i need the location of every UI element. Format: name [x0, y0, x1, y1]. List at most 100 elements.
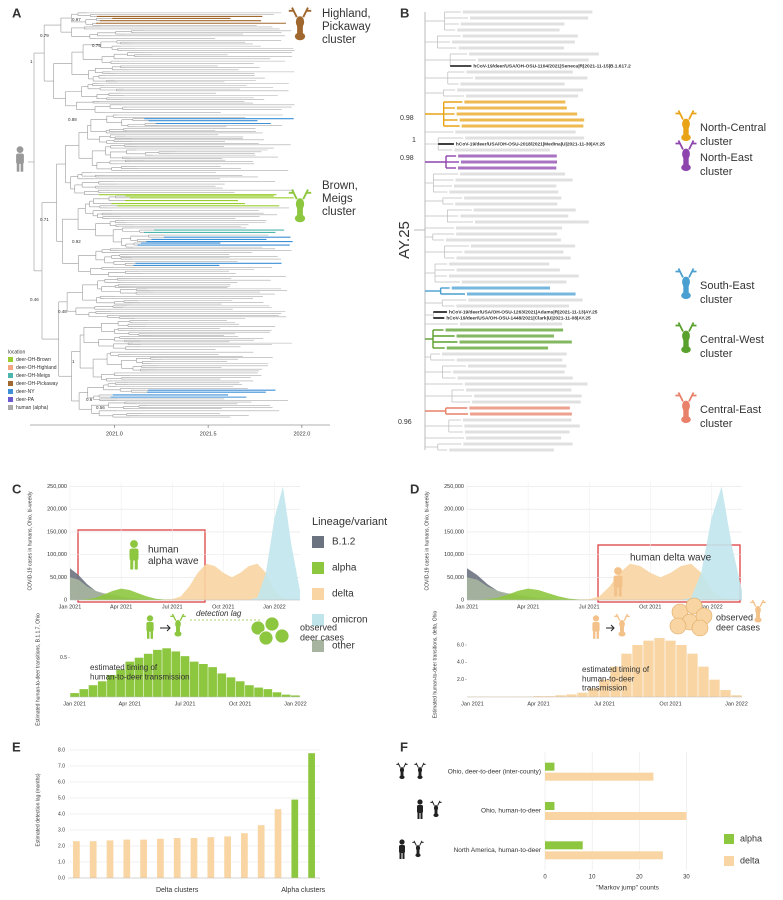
icon-head — [619, 620, 625, 628]
x-tick-label: Jan 2021 — [59, 604, 82, 610]
bar — [291, 695, 300, 697]
tip-label-faded — [456, 112, 578, 116]
bar — [207, 837, 215, 878]
y-tick-label: 50,000 — [447, 575, 464, 581]
icon-body — [146, 622, 154, 632]
highlight-box — [597, 544, 741, 603]
y-axis-label: Estimated detection lag (months) — [35, 773, 41, 846]
legend-label: deer-OH-Highland — [16, 365, 57, 371]
bar — [107, 675, 116, 697]
bar — [621, 653, 632, 697]
tip-label-faded — [453, 370, 565, 374]
icon-leg — [618, 586, 622, 597]
cluster-label: cluster — [322, 206, 356, 218]
tip-label-faded — [456, 358, 563, 362]
bar — [533, 696, 544, 697]
icon-antler — [614, 613, 630, 621]
tip-label-faded — [455, 202, 558, 206]
y-tick-label: 2.0 — [457, 677, 464, 683]
y-tick-label: 250,000 — [444, 484, 464, 490]
annotation: detection lag — [196, 609, 242, 618]
bar — [88, 685, 98, 697]
icon-head — [682, 276, 690, 288]
bar — [709, 679, 720, 697]
legend-swatch — [724, 856, 734, 866]
tip-label-faded — [462, 418, 572, 422]
annotation: deer cases — [716, 623, 761, 633]
icon-body — [294, 214, 306, 223]
tip-label-faded — [456, 226, 563, 230]
icon-body — [16, 153, 24, 164]
icon-leg — [20, 162, 24, 172]
x-tick-label: Oct 2021 — [659, 701, 681, 707]
tip-label-faded — [455, 130, 576, 134]
tip-label-faded — [469, 52, 599, 56]
icon-head — [175, 620, 181, 628]
y-tick-label: 150,000 — [444, 529, 464, 535]
node-label: 0.97 — [72, 17, 81, 22]
icon-neck — [297, 207, 303, 217]
icon-neck — [297, 25, 303, 35]
tip-label-faded — [458, 154, 557, 158]
tip-label-faded — [462, 34, 578, 38]
legend-label: alpha — [740, 833, 762, 843]
legend-swatch — [312, 562, 324, 574]
tip-label-faded — [458, 46, 565, 50]
bar — [241, 833, 248, 878]
icon-leg — [402, 852, 405, 859]
panel-label: B — [400, 5, 409, 20]
y-axis-label: COVID-19 cases in humans, Ohio, bi-weekl… — [424, 491, 430, 590]
icon-neck — [683, 157, 689, 166]
tip-label-faded — [449, 262, 550, 266]
icon-body — [681, 415, 691, 424]
tip-label-faded — [470, 244, 576, 248]
tip-label-faded — [464, 100, 566, 104]
bar — [190, 838, 198, 878]
icon-head — [433, 805, 439, 811]
x-tick-label: Jan 2022 — [284, 701, 307, 707]
cluster-label: South-East — [700, 280, 754, 292]
bar — [123, 839, 131, 878]
legend-title: Lineage/variant — [312, 516, 387, 528]
bar — [235, 681, 245, 697]
annotation: human-to-deer — [582, 674, 635, 683]
tip-label: hCoV-19/deer/USA/OH-OSU-1263/2021|Adams|… — [449, 309, 598, 315]
bar — [153, 649, 162, 697]
x-tick-label: Oct 2021 — [212, 604, 234, 610]
bar — [79, 689, 89, 697]
bar — [555, 695, 566, 697]
node-label: 0.6 — [86, 397, 93, 402]
tip-label-faded — [456, 256, 571, 260]
bar — [143, 653, 153, 697]
tip-label-faded — [466, 292, 576, 296]
y-tick-label: 200,000 — [444, 507, 464, 513]
icon-body — [294, 32, 306, 41]
icon-body — [415, 853, 421, 858]
bar — [180, 656, 190, 697]
arrow — [160, 624, 171, 632]
node-label: 0.96 — [398, 419, 412, 426]
legend-swatch — [312, 588, 324, 600]
legend-swatch — [312, 640, 324, 652]
bar — [665, 640, 676, 697]
bar — [125, 661, 135, 697]
x-tick-label: Apr 2021 — [527, 701, 549, 707]
icon-antler — [430, 800, 442, 806]
y-tick-label: 8.0 — [58, 747, 65, 753]
icon-leg — [147, 630, 150, 639]
node-label: 0.92 — [72, 239, 81, 244]
deer-icon — [750, 599, 766, 623]
x-tick-label: Jan 2022 — [725, 701, 748, 707]
human-icon — [146, 615, 154, 639]
icon-antler — [288, 7, 312, 18]
y-axis-label: Estimated human-to-deer transitions, del… — [432, 611, 438, 719]
deer-icon — [675, 322, 697, 354]
tip-label-faded — [459, 340, 572, 344]
deer-case — [669, 617, 687, 635]
bar — [217, 673, 227, 697]
icon-neck — [400, 771, 404, 777]
legend-label: deer-OH-Pickaway — [16, 381, 58, 387]
tip-label-faded — [446, 346, 549, 350]
x-tick-label: Oct 2021 — [639, 604, 661, 610]
bar — [577, 692, 588, 697]
